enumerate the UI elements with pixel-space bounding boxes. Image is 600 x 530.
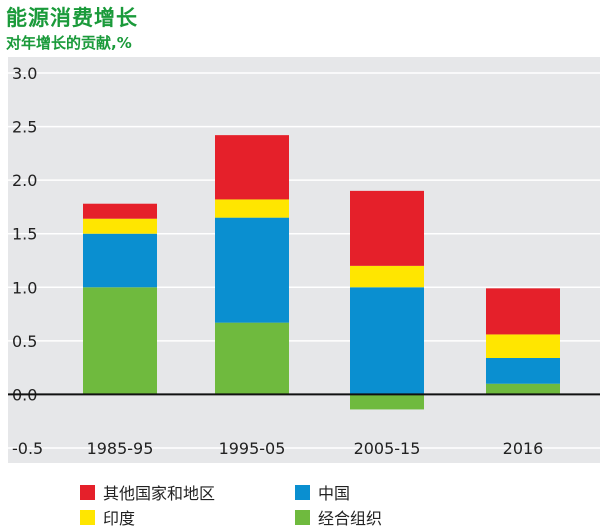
y-tick-label: -0.5 bbox=[12, 439, 43, 458]
legend-swatch-china bbox=[295, 484, 310, 500]
bar-oecd bbox=[215, 322, 289, 395]
bar-oecd bbox=[83, 287, 157, 395]
chart-title: 能源消费增长 bbox=[6, 6, 138, 30]
bar-india bbox=[83, 218, 157, 234]
y-tick-label: 1.0 bbox=[12, 278, 37, 297]
x-tick-label: 2016 bbox=[503, 439, 544, 458]
bar-other bbox=[83, 203, 157, 219]
bar-china bbox=[486, 358, 560, 384]
legend-label-india: 印度 bbox=[103, 509, 136, 528]
x-tick-label: 1995-05 bbox=[219, 439, 286, 458]
x-tick-label: 2005-15 bbox=[354, 439, 421, 458]
bar-india bbox=[486, 334, 560, 358]
y-tick-label: 0.5 bbox=[12, 332, 37, 351]
legend-label-oecd: 经合组织 bbox=[318, 509, 383, 528]
bar-india bbox=[350, 265, 424, 288]
legend: 其他国家和地区 中国 印度 经合组织 bbox=[80, 480, 580, 528]
bar-other bbox=[350, 190, 424, 266]
legend-item-china: 中国 bbox=[295, 480, 350, 504]
bar-india bbox=[215, 199, 289, 218]
legend-label-other: 其他国家和地区 bbox=[103, 484, 216, 503]
y-tick-label: 2.5 bbox=[12, 118, 37, 137]
y-tick-label: 3.0 bbox=[12, 64, 37, 83]
legend-item-oecd: 经合组织 bbox=[295, 505, 382, 529]
bar-china bbox=[215, 217, 289, 323]
bar-other bbox=[215, 135, 289, 200]
y-tick-label: 2.0 bbox=[12, 171, 37, 190]
bar-china bbox=[83, 233, 157, 288]
legend-swatch-other bbox=[80, 484, 95, 500]
bar-other bbox=[486, 288, 560, 335]
x-tick-label: 1985-95 bbox=[87, 439, 154, 458]
y-tick-label: 1.5 bbox=[12, 225, 37, 244]
legend-swatch-india bbox=[80, 509, 95, 525]
bar-oecd bbox=[350, 394, 424, 410]
bar-china bbox=[350, 287, 424, 395]
legend-swatch-oecd bbox=[295, 509, 310, 525]
legend-label-china: 中国 bbox=[318, 484, 351, 503]
bar-oecd bbox=[486, 383, 560, 395]
legend-item-other: 其他国家和地区 bbox=[80, 480, 215, 504]
stacked-bar-chart: 3.02.52.01.51.00.50.0-0.5 1985-95 1995-05 2… bbox=[8, 64, 600, 458]
chart-subtitle: 对年增长的贡献,% bbox=[6, 34, 132, 52]
legend-item-india: 印度 bbox=[80, 505, 135, 529]
